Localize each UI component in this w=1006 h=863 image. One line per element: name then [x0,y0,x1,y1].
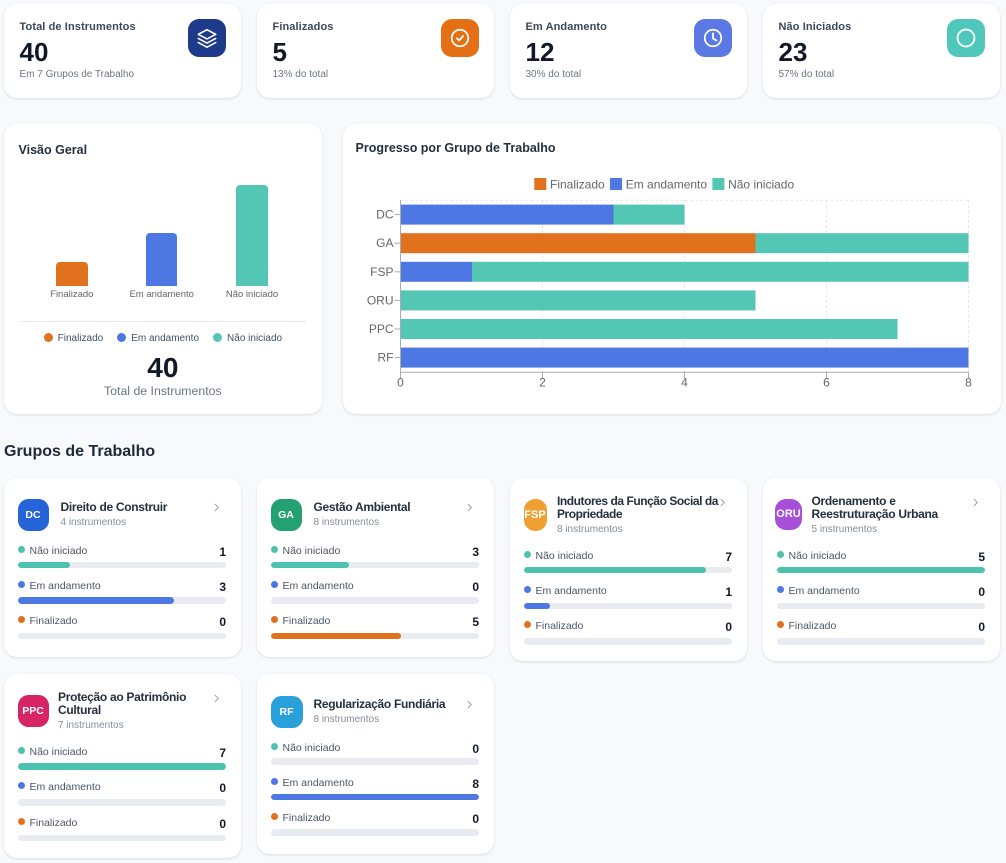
svg-text:RF: RF [378,351,394,365]
svg-text:2: 2 [539,376,546,390]
svg-text:6: 6 [823,376,830,390]
svg-text:4: 4 [681,376,688,390]
svg-text:0: 0 [397,376,404,390]
svg-text:ORU: ORU [367,293,394,307]
svg-text:DC: DC [376,208,394,222]
svg-text:FSP: FSP [370,265,393,279]
svg-text:GA: GA [376,236,393,250]
svg-text:Não iniciado: Não iniciado [728,178,794,192]
svg-text:Em andamento: Em andamento [626,178,708,192]
svg-text:Finalizado: Finalizado [550,178,605,192]
svg-text:8: 8 [965,376,972,390]
svg-text:PPC: PPC [369,322,394,336]
